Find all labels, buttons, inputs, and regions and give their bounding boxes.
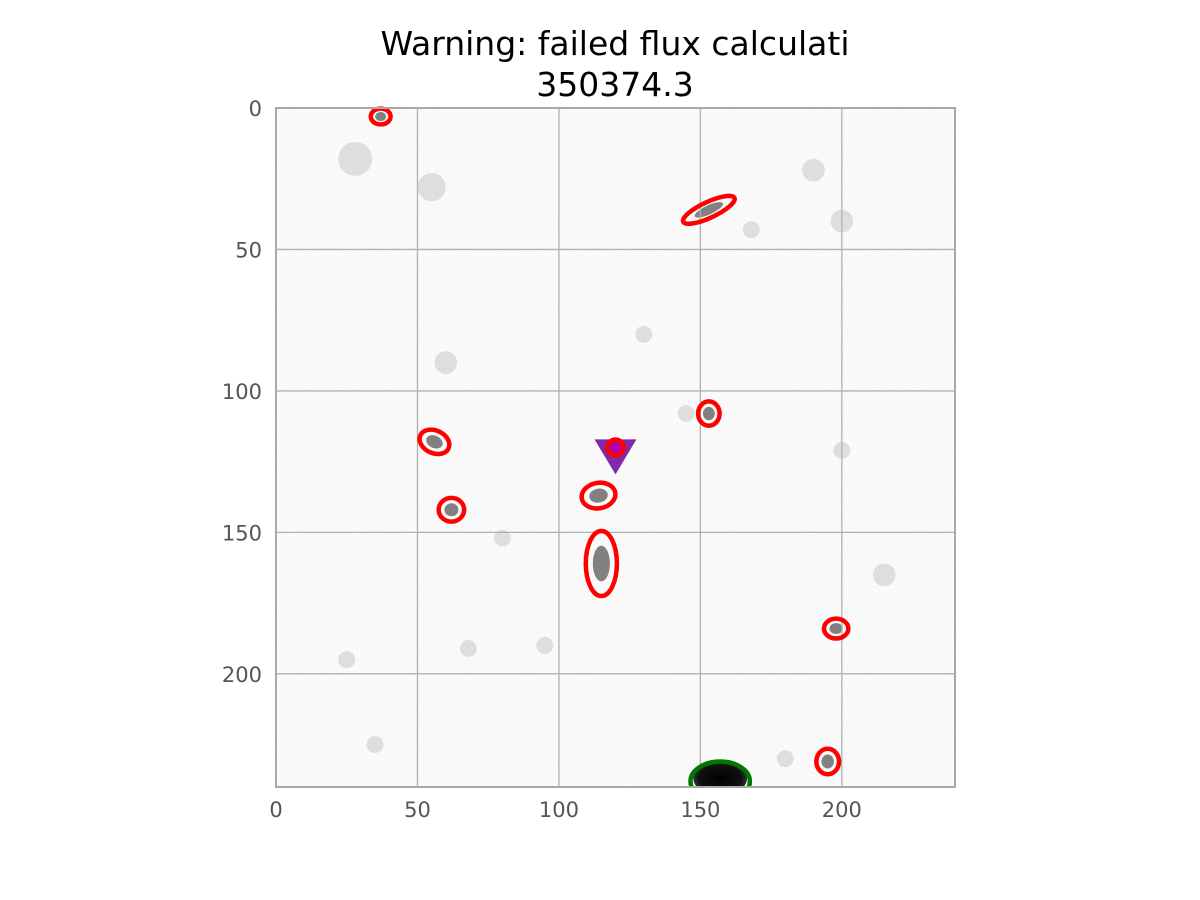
faint-source [776, 750, 794, 768]
source-blob [426, 435, 443, 449]
faint-source [635, 325, 653, 343]
source-blob [694, 202, 724, 218]
detection-ellipse [821, 616, 851, 641]
faint-source [802, 158, 825, 182]
faint-source [434, 351, 458, 374]
source-blob [829, 623, 843, 635]
x-tick-label: 100 [539, 798, 579, 822]
y-tick-label: 0 [249, 97, 262, 121]
faint-source [872, 563, 896, 587]
detection-ellipse [579, 480, 618, 511]
source-blob [444, 503, 459, 517]
target-point [605, 437, 626, 458]
x-tick-label: 50 [404, 798, 431, 822]
x-tick-label: 200 [822, 798, 862, 822]
plot-area: 0 50 100 150 200 0 50 100 150 200 [222, 97, 956, 822]
detection-ellipse [436, 495, 467, 524]
faint-source [742, 221, 760, 239]
y-tick-label: 200 [222, 663, 262, 687]
y-tick-label: 150 [222, 521, 262, 545]
faint-source [536, 637, 554, 655]
axes-frame [275, 107, 956, 788]
faint-source [338, 141, 373, 176]
source-blob [589, 488, 608, 503]
detection-ellipse [680, 193, 737, 227]
detection-ellipse [417, 427, 452, 457]
source-blob [592, 545, 610, 582]
chart-subtitle: 350374.3 [536, 65, 693, 104]
detection-ellipse [695, 399, 722, 428]
source-blob [821, 754, 834, 769]
detection-ellipse [814, 746, 842, 777]
faint-source [417, 173, 446, 202]
chart-title: Warning: failed flux calculati [380, 24, 849, 63]
x-tick-label: 0 [269, 798, 282, 822]
source-blob [702, 406, 715, 421]
faint-source [459, 639, 477, 657]
faint-source [366, 736, 384, 754]
bright-source-outline [688, 759, 753, 787]
faint-source [338, 651, 356, 669]
y-tick-label: 100 [222, 380, 262, 404]
faint-source [677, 405, 695, 423]
faint-source [493, 529, 511, 547]
source-blob [375, 111, 387, 122]
x-tick-label: 150 [680, 798, 720, 822]
bright-source [693, 761, 748, 787]
detection-ellipse [583, 528, 620, 599]
y-tick-label: 50 [235, 238, 262, 262]
